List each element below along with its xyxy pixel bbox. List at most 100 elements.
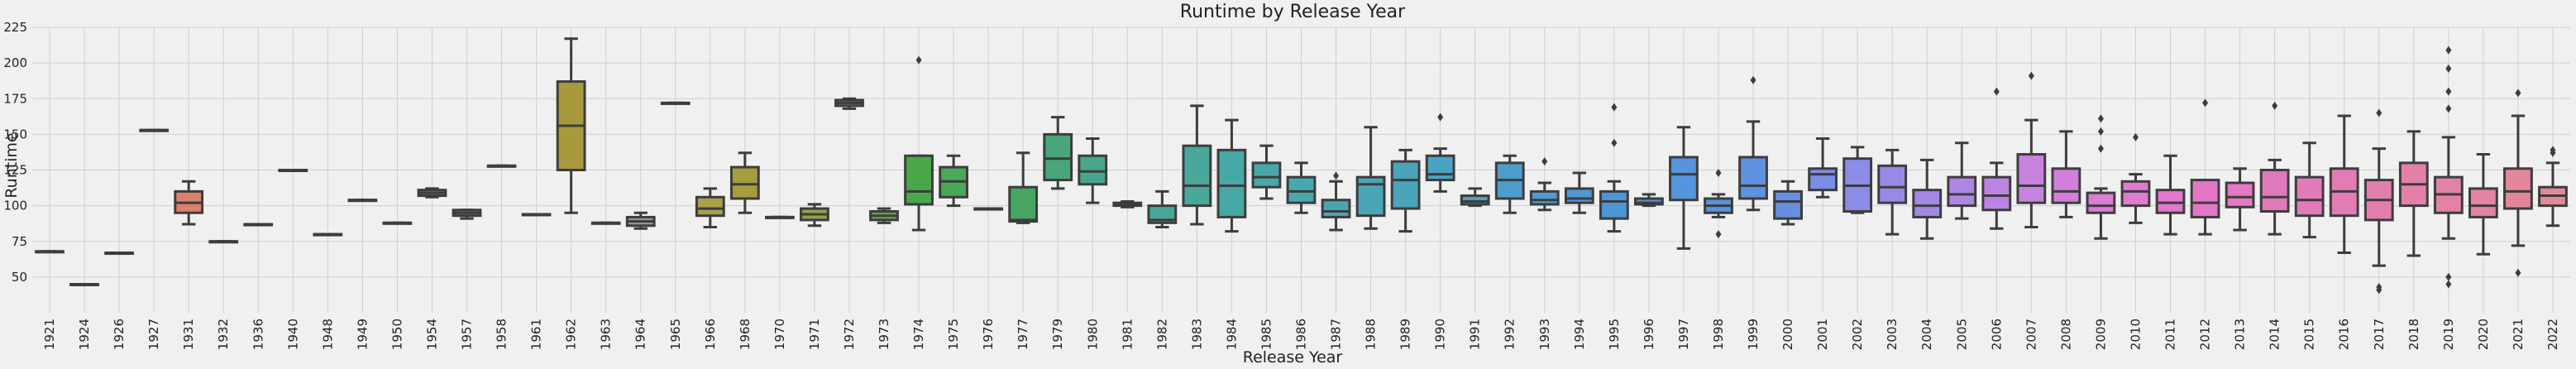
outlier-point	[1437, 113, 1444, 122]
x-tick-label: 1996	[1642, 319, 1656, 350]
outlier-point	[1993, 87, 2000, 96]
x-tick-label: 2022	[2545, 319, 2560, 350]
box-iqr	[904, 154, 934, 206]
box-2022	[2538, 146, 2568, 228]
x-tick-label: 1992	[1503, 319, 1517, 350]
y-tick-label: 150	[3, 127, 27, 141]
outlier-point	[2445, 87, 2452, 96]
x-tick-label: 1948	[320, 319, 335, 350]
box-1989	[1390, 148, 1421, 233]
box-2002	[1842, 146, 1873, 214]
x-tick-label: 1974	[911, 319, 926, 350]
x-tick-label: 2006	[1989, 319, 2004, 350]
x-tick-label: 2001	[1815, 319, 1830, 350]
box-iqr	[2259, 169, 2290, 213]
x-axis-ticks: 1921 1924 1926 1927 1931 1932 1936 1940 1948 1949…	[42, 319, 2560, 350]
outlier-point	[2202, 98, 2209, 108]
box-2018	[2398, 130, 2429, 257]
box-2006	[1981, 87, 2012, 230]
box-1979	[1043, 116, 1073, 190]
box-1981	[1112, 199, 1143, 208]
box-1992	[1494, 154, 1525, 214]
x-tick-label: 1962	[564, 319, 579, 350]
box-2012	[2190, 98, 2220, 236]
outlier-point	[2097, 127, 2104, 136]
box-1968	[729, 151, 760, 214]
x-tick-label: 2004	[1919, 319, 1934, 350]
box-1926	[104, 252, 134, 256]
box-1993	[1529, 157, 1560, 212]
box-iqr	[1460, 194, 1490, 206]
box-2011	[2155, 154, 2186, 236]
box-1995	[1599, 103, 1629, 233]
x-tick-label: 1964	[633, 319, 648, 350]
box-1977	[1008, 151, 1039, 224]
box-iqr	[1634, 197, 1664, 206]
box-1994	[1564, 171, 1594, 214]
x-tick-label: 1950	[390, 319, 404, 350]
box-1976	[973, 207, 1004, 211]
box-iqr	[1738, 156, 1768, 200]
box-2001	[1808, 137, 1838, 199]
x-tick-label: 2013	[2233, 319, 2248, 350]
x-tick-label: 1998	[1711, 319, 1726, 350]
outlier-point	[2515, 89, 2521, 98]
x-tick-label: 1926	[112, 319, 127, 350]
box-iqr	[2086, 191, 2116, 214]
x-tick-label: 1988	[1364, 319, 1379, 350]
outlier-point	[2445, 104, 2452, 113]
box-iqr	[1008, 185, 1039, 223]
x-tick-label: 1984	[1224, 319, 1239, 350]
x-tick-label: 1971	[807, 319, 822, 350]
x-tick-label: 1924	[77, 319, 92, 350]
x-tick-label: 2020	[2476, 319, 2491, 350]
box-2016	[2329, 114, 2359, 255]
outlier-point	[1333, 171, 1340, 180]
box-iqr	[1043, 132, 1073, 182]
outlier-point	[1715, 230, 1722, 239]
x-tick-label: 2010	[2128, 319, 2143, 350]
box-2020	[2468, 153, 2498, 256]
box-2008	[2051, 130, 2081, 218]
box-iqr	[1390, 160, 1421, 210]
box-1988	[1355, 126, 1386, 230]
box-iqr	[695, 195, 725, 218]
box-1948	[313, 232, 343, 237]
box-iqr	[2155, 189, 2186, 214]
x-tick-label: 1961	[529, 319, 544, 350]
box-1982	[1147, 189, 1178, 228]
x-tick-label: 1977	[1016, 319, 1030, 350]
y-tick-label: 75	[12, 234, 27, 249]
box-1927	[139, 128, 170, 132]
box-1990	[1425, 113, 1455, 193]
box-1931	[174, 180, 204, 226]
box-iqr	[2225, 181, 2255, 208]
box-2014	[2259, 101, 2290, 236]
box-1958	[486, 164, 517, 168]
box-1985	[1251, 144, 1282, 200]
x-tick-label: 1985	[1259, 319, 1274, 350]
box-2009	[2086, 114, 2116, 240]
box-1954	[417, 187, 447, 199]
box-iqr	[1182, 144, 1212, 208]
box-iqr	[1877, 164, 1908, 204]
x-tick-label: 1979	[1050, 319, 1065, 350]
y-axis-label: Runtime	[2, 132, 21, 198]
x-tick-label: 2008	[2058, 319, 2073, 350]
x-tick-label: 1966	[703, 319, 718, 350]
x-tick-label: 2019	[2441, 319, 2456, 350]
outlier-point	[2550, 146, 2556, 155]
box-iqr	[1355, 175, 1386, 218]
outlier-point	[2028, 71, 2034, 80]
x-tick-label: 1989	[1398, 319, 1413, 350]
box-1970	[764, 215, 795, 219]
y-tick-label: 175	[3, 91, 27, 106]
y-tick-label: 225	[3, 20, 27, 35]
box-iqr	[1216, 148, 1247, 218]
box-2005	[1947, 141, 1977, 220]
box-iqr	[1321, 199, 1351, 218]
box-iqr	[1912, 189, 1943, 218]
outlier-point	[1611, 103, 1618, 112]
box-iqr	[729, 165, 760, 200]
